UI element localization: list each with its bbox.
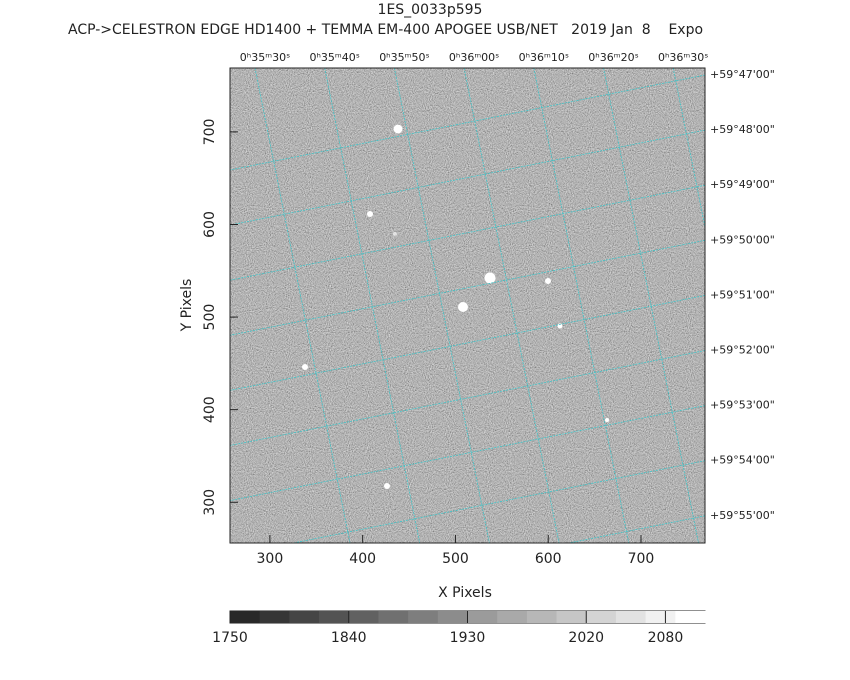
- x-tick-label: 300: [257, 551, 284, 567]
- x-tick-label: 700: [628, 551, 655, 567]
- star: [605, 418, 609, 422]
- colorbar-step: [556, 611, 587, 623]
- star: [384, 483, 390, 489]
- y-tick-label: 300: [202, 489, 218, 516]
- ra-label: 0ʰ36ᵐ20ˢ: [588, 51, 638, 64]
- ra-label: 0ʰ36ᵐ10ˢ: [519, 51, 569, 64]
- chart-title: 1ES_0033p595: [378, 2, 483, 18]
- ra-grid-line: [603, 68, 699, 543]
- star: [545, 278, 551, 284]
- colorbar-step: [645, 611, 676, 623]
- dec-grid-line: [230, 295, 705, 391]
- star: [557, 323, 563, 329]
- plot-frame: [229, 67, 706, 544]
- dec-label: +59°49'00": [710, 178, 775, 191]
- ra-label: 0ʰ36ᵐ30ˢ: [658, 51, 708, 64]
- star: [367, 211, 373, 217]
- x-tick-label: 500: [442, 551, 469, 567]
- colorbar-step: [615, 611, 647, 623]
- star: [302, 364, 308, 370]
- colorbar-step: [378, 611, 409, 623]
- star: [458, 302, 468, 312]
- y-tick-label: 400: [202, 396, 218, 423]
- dec-label: +59°53'00": [710, 399, 775, 412]
- colorbar-step: [586, 611, 617, 623]
- star: [393, 232, 397, 236]
- dec-label: +59°55'00": [710, 509, 775, 522]
- x-tick-label: 600: [535, 551, 562, 567]
- star: [393, 124, 403, 134]
- coordinate-grid: [230, 68, 705, 543]
- ra-grid-line: [254, 68, 351, 543]
- ra-label: 0ʰ35ᵐ50ˢ: [379, 51, 429, 64]
- y-axis-label: Y Pixels: [179, 279, 195, 333]
- chart-subtitle: ACP->CELESTRON EDGE HD1400 + TEMMA EM-40…: [68, 22, 703, 38]
- dec-label: +59°54'00": [710, 454, 775, 467]
- dec-label: +59°48'00": [710, 123, 775, 136]
- dec-grid-line: [230, 405, 705, 501]
- ra-grid-line: [394, 68, 490, 543]
- x-axis-label: X Pixels: [438, 585, 492, 601]
- dec-grid-line: [291, 460, 705, 543]
- colorbar-step: [497, 611, 528, 623]
- stars: [302, 124, 609, 489]
- ra-grid-line: [324, 68, 421, 543]
- colorbar-step: [348, 611, 379, 623]
- colorbar-step: [467, 611, 498, 623]
- colorbar-step: [675, 611, 706, 623]
- ra-grid-line: [533, 68, 630, 543]
- colorbar-step: [408, 611, 439, 623]
- ra-label: 0ʰ35ᵐ40ˢ: [309, 51, 359, 64]
- dec-grid-line: [230, 239, 705, 336]
- colorbar-step: [319, 611, 350, 623]
- dec-label: +59°52'00": [710, 344, 775, 357]
- x-tick-label: 400: [349, 551, 376, 567]
- y-tick-label: 700: [202, 119, 218, 146]
- colorbar-tick-label: 1930: [450, 630, 486, 646]
- dec-label: +59°51'00": [710, 288, 775, 301]
- colorbar-step: [259, 611, 290, 623]
- colorbar-tick-label: 1840: [331, 630, 367, 646]
- ra-label: 0ʰ36ᵐ00ˢ: [449, 51, 499, 64]
- ra-label: 0ʰ35ᵐ30ˢ: [240, 51, 290, 64]
- colorbar-step: [437, 611, 468, 623]
- dec-label: +59°50'00": [710, 233, 775, 246]
- dec-label: +59°47'00": [710, 68, 775, 81]
- dec-grid-line: [230, 129, 705, 226]
- star: [484, 272, 496, 284]
- dec-grid-line: [230, 350, 705, 446]
- colorbar-step: [230, 611, 261, 623]
- colorbar-step: [526, 611, 558, 623]
- colorbar-tick-label: 2020: [568, 630, 604, 646]
- dec-grid-line: [230, 74, 705, 171]
- colorbar-tick-label: 2080: [648, 630, 684, 646]
- ra-grid-line: [463, 68, 560, 543]
- colorbar-tick-label: 1750: [212, 630, 248, 646]
- y-tick-label: 500: [202, 304, 218, 331]
- colorbar-step: [289, 611, 320, 623]
- y-tick-label: 600: [202, 211, 218, 238]
- dec-grid-line: [230, 184, 705, 281]
